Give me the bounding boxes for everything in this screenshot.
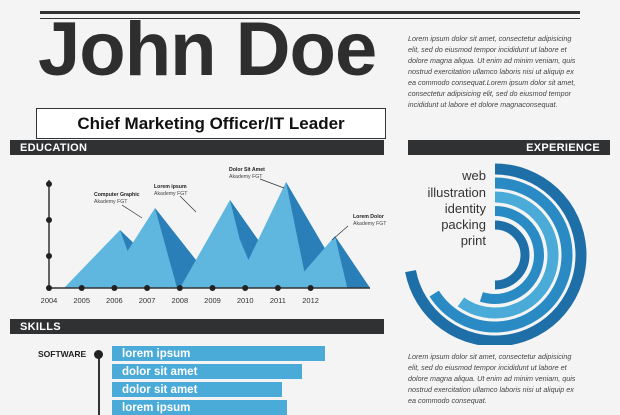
callout-subtitle: Akademy FGT	[94, 199, 128, 205]
mountain-shadow-face	[335, 236, 370, 288]
callout-subtitle: Akademy FGT	[229, 174, 263, 180]
education-header: EDUCATION	[10, 140, 384, 155]
role-text: Chief Marketing Officer/IT Leader	[77, 113, 345, 133]
year-tick	[46, 285, 52, 291]
education-chart: 2004 2005 2006 2007 2008 2009 2010 2011 2012 Com…	[41, 167, 388, 305]
experience-arc	[457, 191, 559, 319]
year-tick	[144, 285, 151, 291]
year-tick	[78, 285, 85, 291]
skill-bar: dolor sit amet	[112, 364, 302, 379]
experience-arc	[405, 163, 587, 345]
year-tick	[209, 285, 216, 291]
experience-item-identity: identity	[444, 201, 486, 216]
year-tick	[242, 285, 249, 291]
callout-line	[179, 195, 197, 213]
experience-header: EXPERIENCE	[408, 140, 610, 155]
experience-arc	[479, 206, 544, 304]
experience-item-print: print	[460, 233, 486, 248]
skill-bar-label: lorem ipsum	[122, 347, 191, 360]
year-label: 2012	[302, 296, 319, 305]
callout-line	[259, 178, 285, 189]
role-box: Chief Marketing Officer/IT Leader	[36, 108, 386, 139]
experience-arc	[429, 177, 573, 333]
year-tick	[111, 285, 118, 291]
experience-item-packing: packing	[441, 217, 486, 232]
skill-bar-label: lorem ipsum	[122, 401, 191, 414]
year-label: 2009	[204, 296, 221, 305]
skills-timeline-dot	[94, 350, 103, 359]
year-label: 2006	[106, 296, 123, 305]
education-title: EDUCATION	[20, 141, 88, 154]
year-tick	[274, 285, 281, 291]
skill-bar: dolor sit amet	[112, 382, 282, 397]
callout-title: Computer Graphic	[94, 192, 140, 198]
skill-bar: lorem ipsum	[112, 400, 287, 415]
callout-line	[121, 204, 143, 219]
callout-subtitle: Akademy FGT	[353, 221, 387, 227]
callout-title: Dolor Sit Amet	[229, 167, 265, 173]
experience-arc	[494, 220, 530, 290]
skill-bar-label: dolor sit amet	[122, 383, 198, 396]
year-tick	[176, 285, 183, 291]
y-axis-dot	[46, 253, 52, 259]
y-axis-dot	[46, 181, 52, 187]
experience-title: EXPERIENCE	[526, 141, 600, 154]
skills-title: SKILLS	[20, 320, 61, 333]
experience-item-illustration: illustration	[427, 185, 486, 200]
callout-line	[331, 225, 349, 241]
top-rule-thick	[40, 11, 580, 14]
experience-item-web: web	[462, 168, 486, 183]
skills-timeline-line	[98, 354, 100, 415]
skill-bar: lorem ipsum	[112, 346, 325, 361]
year-label: 2005	[73, 296, 90, 305]
lower-paragraph: Lorem ipsum dolor sit amet, consectetur …	[408, 352, 576, 405]
callout-title: Lorem Dolor	[353, 214, 384, 220]
callout-subtitle: Akademy FGT	[154, 191, 188, 197]
intro-paragraph: Lorem ipsum dolor sit amet, consectetur …	[408, 34, 576, 109]
skills-software-label: SOFTWARE	[38, 349, 87, 359]
year-label: 2008	[171, 296, 188, 305]
year-label: 2007	[139, 296, 156, 305]
year-label: 2011	[270, 296, 286, 305]
name-heading: John Doe	[38, 7, 377, 92]
year-tick	[307, 285, 314, 291]
year-label: 2004	[41, 296, 58, 305]
callout-title: Lorem ipsum	[154, 184, 187, 190]
experience-arcs	[405, 163, 587, 345]
skill-bar-label: dolor sit amet	[122, 365, 198, 378]
skills-header: SKILLS	[10, 319, 384, 334]
top-rule-thin	[40, 18, 580, 19]
year-label: 2010	[237, 296, 254, 305]
y-axis-dot	[46, 217, 52, 223]
